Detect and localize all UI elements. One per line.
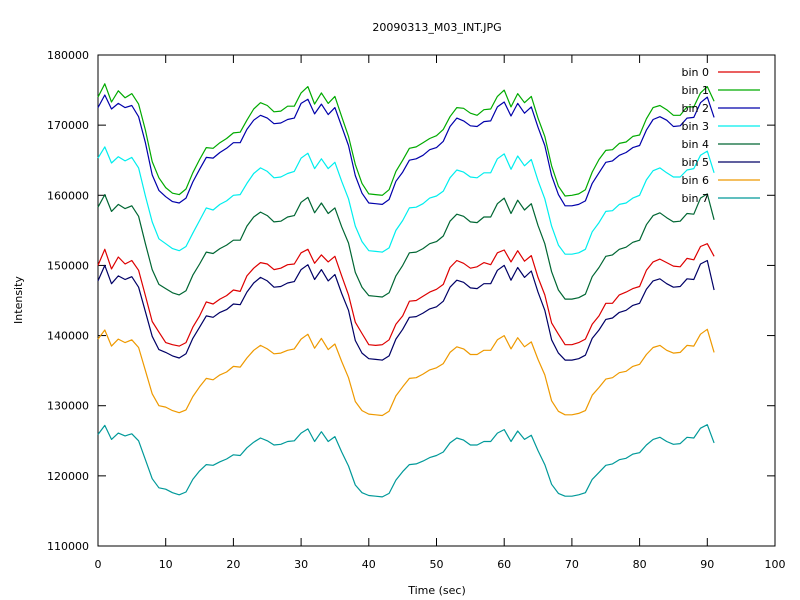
y-tick-label: 130000 (47, 400, 89, 413)
x-tick-label: 60 (497, 558, 511, 571)
y-tick-label: 120000 (47, 470, 89, 483)
legend-label-bin-5: bin 5 (681, 156, 709, 169)
series-line-bin-2 (97, 94, 715, 207)
legend-label-bin-2: bin 2 (681, 102, 709, 115)
legend-label-bin-0: bin 0 (681, 66, 709, 79)
x-axis-label: Time (sec) (407, 584, 466, 597)
y-tick-label: 160000 (47, 189, 89, 202)
legend-label-bin-4: bin 4 (681, 138, 709, 151)
series-line-bin-4 (97, 193, 715, 300)
x-tick-label: 40 (362, 558, 376, 571)
chart-title: 20090313_M03_INT.JPG (372, 21, 501, 34)
y-tick-label: 140000 (47, 330, 89, 343)
series-line-bin-5 (97, 259, 715, 361)
legend: bin 0 bin 1 bin 2 bin 3 bin 4 bin 5 bin 6 bin 7 (681, 66, 760, 205)
y-tick-label: 150000 (47, 259, 89, 272)
axes: 0 10 20 30 40 50 60 70 80 90 100 110000 120000 130000… (47, 49, 786, 571)
x-tick-label: 70 (565, 558, 579, 571)
x-tick-label: 30 (294, 558, 308, 571)
series-line-bin-3 (97, 146, 715, 255)
x-tick-label: 50 (430, 558, 444, 571)
x-tick-label: 100 (765, 558, 786, 571)
x-tick-label: 20 (226, 558, 240, 571)
x-tick-label: 10 (159, 558, 173, 571)
series-line-bin-7 (97, 424, 715, 498)
y-tick-label: 180000 (47, 49, 89, 62)
legend-label-bin-6: bin 6 (681, 174, 709, 187)
y-axis-label: Intensity (12, 276, 25, 324)
legend-label-bin-7: bin 7 (681, 192, 709, 205)
x-tick-label: 0 (95, 558, 102, 571)
series-layer (97, 83, 715, 498)
legend-label-bin-3: bin 3 (681, 120, 709, 133)
series-line-bin-0 (97, 243, 715, 347)
series-line-bin-1 (97, 83, 715, 197)
y-tick-label: 170000 (47, 119, 89, 132)
y-tick-label: 110000 (47, 540, 89, 553)
x-tick-label: 90 (700, 558, 714, 571)
plot-frame (97, 54, 776, 547)
legend-label-bin-1: bin 1 (681, 84, 709, 97)
series-line-bin-6 (97, 328, 715, 417)
x-tick-label: 80 (633, 558, 647, 571)
